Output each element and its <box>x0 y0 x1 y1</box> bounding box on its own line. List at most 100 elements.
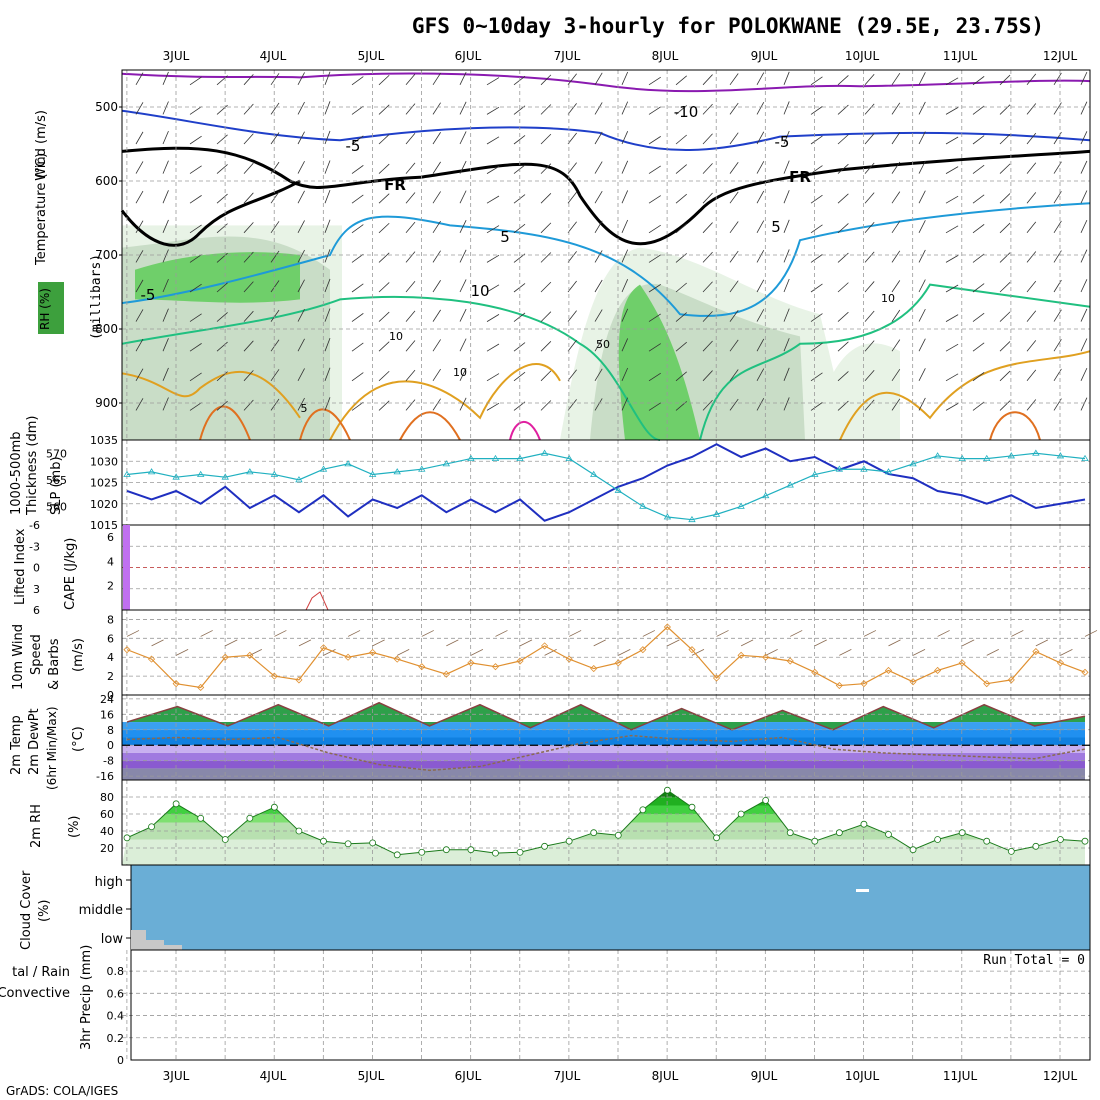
wind-barb <box>918 279 926 293</box>
wind-barb <box>945 195 959 204</box>
wind-barb <box>324 367 331 381</box>
wind-barb <box>1053 368 1062 382</box>
wind-barb <box>1053 102 1062 115</box>
wind-barb <box>864 162 875 174</box>
wind-barb <box>1080 367 1088 381</box>
wind-barb <box>756 338 765 352</box>
thickness-line <box>126 452 1086 521</box>
slp-thickness-panel: 1035 1030 1025 1020 1015 570 565 560 1000-500mb… <box>9 416 1091 532</box>
wind-speed-point <box>565 655 573 663</box>
wind-barb <box>891 398 901 411</box>
wind-barb <box>716 630 729 637</box>
wind-barb <box>999 163 1011 174</box>
wind-barb <box>162 249 169 263</box>
wind-speed-point <box>860 680 868 688</box>
wind-barb <box>540 74 552 86</box>
wind-barb <box>945 77 959 86</box>
wind-barb <box>446 639 459 647</box>
wind-barb <box>621 131 629 145</box>
cape-marks: -6 -3 0 3 6 6 4 2 <box>29 519 329 617</box>
thickness-point <box>1032 449 1040 456</box>
precip-label: 3hr Precip (mm) <box>79 945 94 1050</box>
wind-barb <box>837 252 849 263</box>
wind-barb <box>567 310 577 322</box>
wind-speed-point <box>1007 676 1015 684</box>
thickness-point <box>295 476 303 483</box>
rh-point <box>639 806 647 814</box>
wind-barb <box>999 400 1011 411</box>
wind-speed-point <box>663 623 671 631</box>
thickness-point <box>1081 454 1089 461</box>
wind-barb <box>918 308 926 322</box>
wind-barb <box>594 72 603 86</box>
wind-speed-point <box>491 663 500 671</box>
thickness-point <box>663 513 672 520</box>
wind-barb <box>1026 103 1037 115</box>
thickness-point <box>368 470 377 477</box>
wind-barb <box>1026 221 1037 234</box>
wind-barb <box>324 397 331 411</box>
wind-barb <box>1080 249 1088 263</box>
rh-tick-label: 80 <box>100 791 114 804</box>
cloud-level-high: high <box>95 875 123 890</box>
wind-barb <box>216 75 228 86</box>
temp2m-label-2: 2m DewPt <box>27 708 42 775</box>
wind-barb <box>648 76 661 86</box>
thickness-point <box>540 449 549 456</box>
wind-barb <box>702 103 713 115</box>
wind-barb <box>243 340 254 352</box>
wind-barb <box>486 402 500 411</box>
wind-barb <box>1080 219 1088 233</box>
wind-barb <box>810 165 823 174</box>
wind-speed-point <box>418 663 426 671</box>
wind-barb <box>810 76 823 86</box>
wind-speed-point <box>467 659 475 667</box>
wind-barb <box>837 75 849 86</box>
wind-speed-point <box>123 646 131 654</box>
precip-panel: 0.8 0.6 0.4 0.2 0 tal / Rain Convective 3hr … <box>0 945 1091 1067</box>
contour-labels: -10 -5 -5 FR FR 5 5 -5 10 5 10 10 50 10 <box>141 103 895 415</box>
wind-barb <box>810 106 823 115</box>
wind-barb <box>372 639 385 647</box>
wind-speed-point <box>197 683 205 692</box>
rh-point <box>614 831 622 839</box>
wind-barb <box>790 630 803 637</box>
wind-barb <box>432 309 441 322</box>
wind-barb <box>274 630 287 637</box>
wind-barb <box>972 135 985 145</box>
wind-speed-point <box>811 668 819 676</box>
wind-barb <box>459 190 467 204</box>
wind-barb <box>675 193 687 204</box>
rh-point <box>958 829 966 837</box>
wind-barb <box>1026 132 1037 145</box>
wind-barb <box>1011 630 1024 637</box>
thickness-point <box>811 470 819 477</box>
wind-speed-point <box>442 670 450 678</box>
wind-speed-point <box>712 674 721 682</box>
wind-barb <box>567 280 577 293</box>
wind-speed-point <box>884 666 893 675</box>
wind-barb <box>405 340 416 352</box>
cape-label: CAPE (J/kg) <box>63 538 78 610</box>
wind-barb <box>999 104 1011 115</box>
wind-barb <box>351 401 364 411</box>
wind-barb <box>837 371 849 382</box>
wind-barb <box>216 371 228 382</box>
wind-barb <box>648 402 661 411</box>
wind-barb <box>135 309 144 322</box>
wind-barb <box>270 132 280 145</box>
wind-barb <box>567 73 577 86</box>
precip-grid: 0.8 0.6 0.4 0.2 0 <box>107 949 1091 1067</box>
wind-barb <box>351 165 364 174</box>
wind-barb <box>810 224 823 234</box>
wind-barb <box>243 251 254 263</box>
wind-barb <box>972 253 985 263</box>
rh-point <box>737 810 745 818</box>
wind-barb <box>135 72 144 86</box>
day-label-bottom: 8JUL <box>652 1069 679 1083</box>
temp-band <box>122 729 1085 738</box>
thickness-point <box>344 460 352 467</box>
wind-barb <box>216 223 228 234</box>
wind-barb <box>189 283 202 293</box>
wind-barb <box>270 102 280 115</box>
